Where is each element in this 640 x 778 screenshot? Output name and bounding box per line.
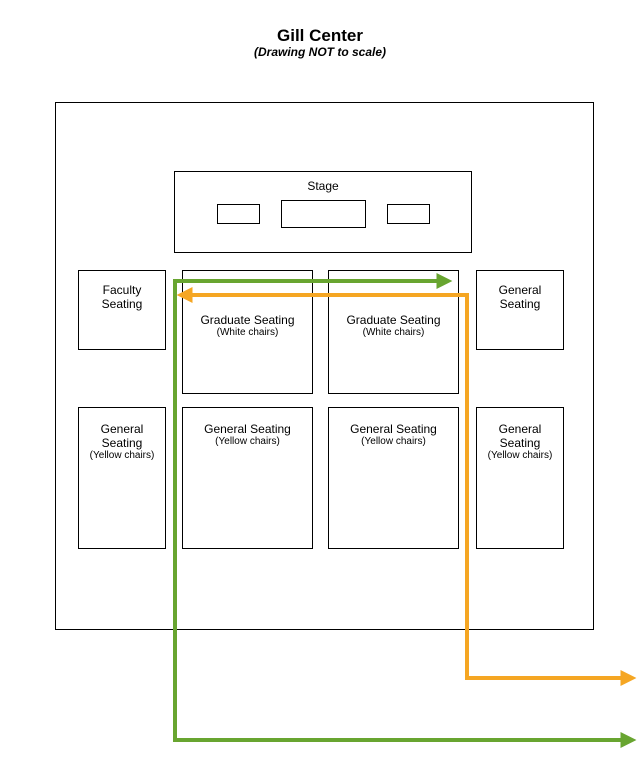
graduate-seating-left-sub: (White chairs): [183, 327, 312, 338]
stage-podium-center: [281, 200, 366, 228]
general-seating-right-box: GeneralSeating (Yellow chairs): [476, 407, 564, 549]
graduate-seating-right-box: Graduate Seating (White chairs): [328, 270, 459, 394]
graduate-seating-left-box: Graduate Seating (White chairs): [182, 270, 313, 394]
stage-podium-right: [387, 204, 430, 224]
faculty-seating-box: FacultySeating: [78, 270, 166, 350]
subtitle-text: (Drawing NOT to scale): [254, 45, 386, 59]
graduate-seating-right-label: Graduate Seating: [329, 313, 458, 327]
general-seating-mid1-box: General Seating (Yellow chairs): [182, 407, 313, 549]
faculty-seating-label: FacultySeating: [79, 283, 165, 311]
general-seating-mid1-sub: (Yellow chairs): [183, 436, 312, 447]
general-seating-left-box: GeneralSeating (Yellow chairs): [78, 407, 166, 549]
general-seating-topright-box: GeneralSeating: [476, 270, 564, 350]
graduate-seating-right-sub: (White chairs): [329, 327, 458, 338]
general-seating-right-sub: (Yellow chairs): [477, 450, 563, 461]
general-seating-mid2-box: General Seating (Yellow chairs): [328, 407, 459, 549]
general-seating-mid2-sub: (Yellow chairs): [329, 436, 458, 447]
page-subtitle: (Drawing NOT to scale): [0, 45, 640, 59]
stage-podium-left: [217, 204, 260, 224]
general-seating-mid1-label: General Seating: [183, 422, 312, 436]
stage-label: Stage: [174, 179, 472, 193]
page-title: Gill Center: [0, 26, 640, 46]
general-seating-left-label: GeneralSeating: [79, 422, 165, 450]
graduate-seating-left-label: Graduate Seating: [183, 313, 312, 327]
general-seating-mid2-label: General Seating: [329, 422, 458, 436]
general-seating-right-label: GeneralSeating: [477, 422, 563, 450]
general-seating-topright-label: GeneralSeating: [477, 283, 563, 311]
general-seating-left-sub: (Yellow chairs): [79, 450, 165, 461]
stage-label-text: Stage: [174, 179, 472, 193]
title-text: Gill Center: [277, 26, 363, 45]
